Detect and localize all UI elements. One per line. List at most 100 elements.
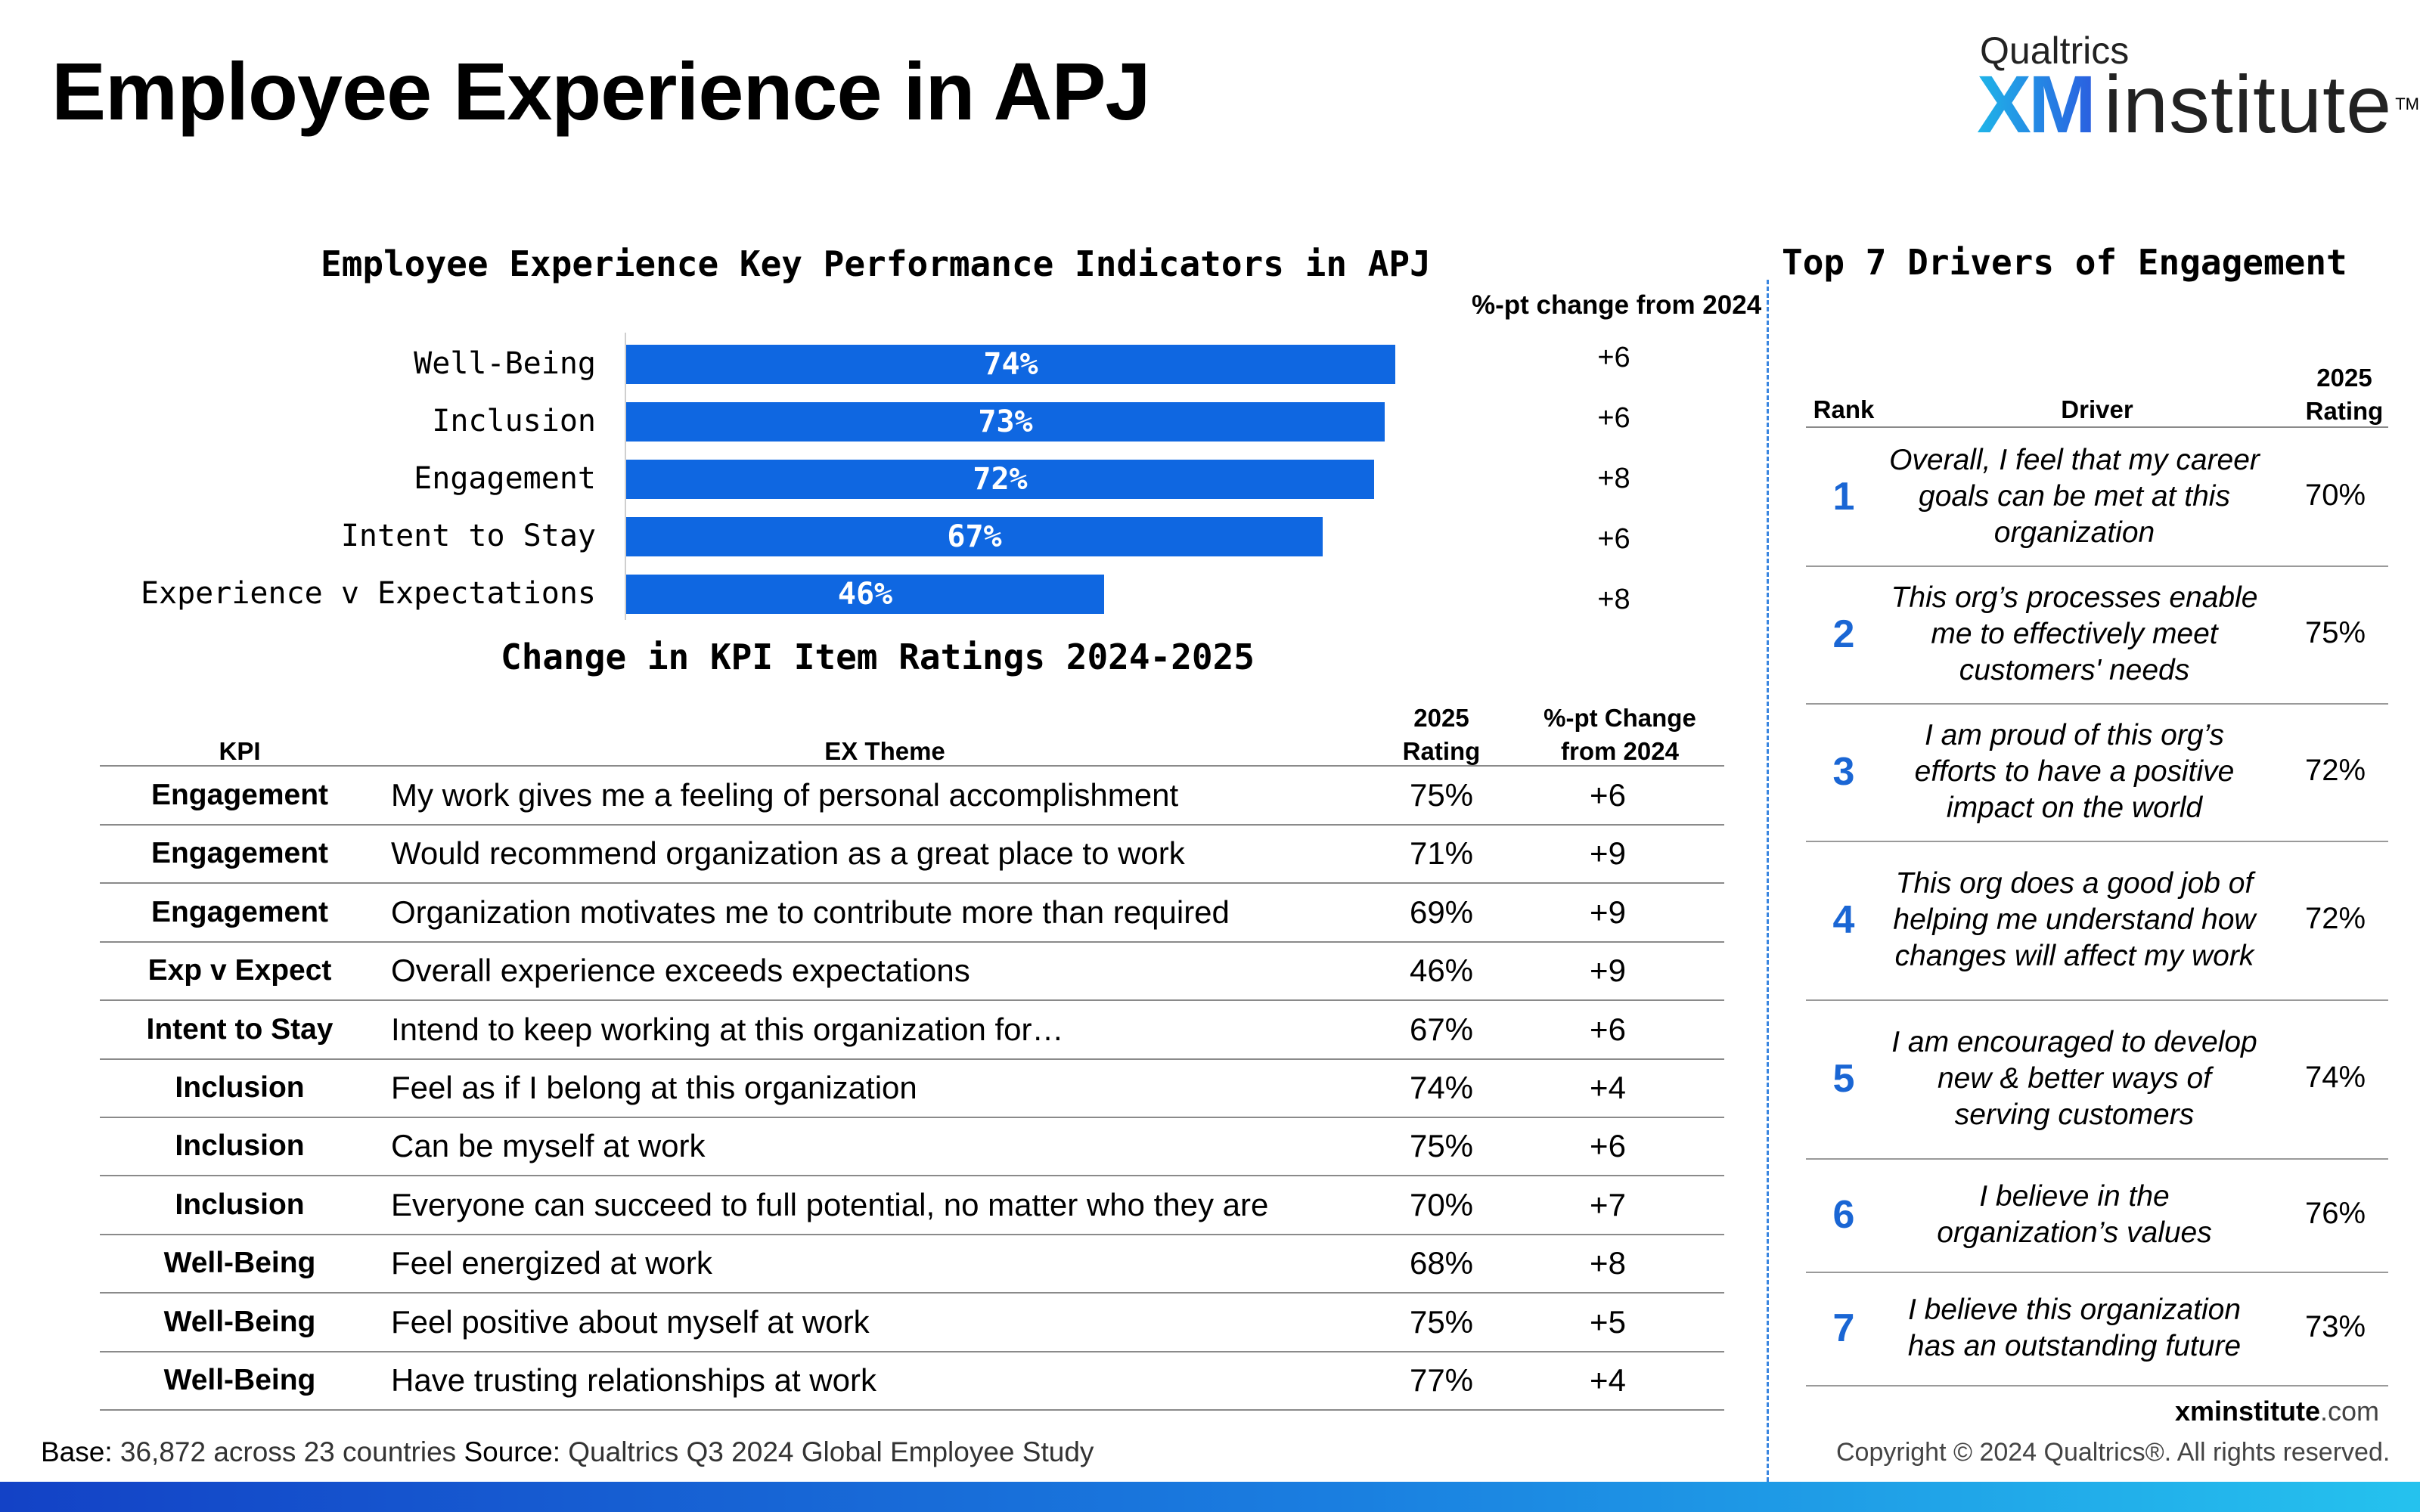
table-row: Engagement Would recommend organization a… (100, 825, 1724, 884)
rating-cell: 71% (1409, 835, 1474, 871)
driver-row: 6 I believe in the organization’s values 7… (1806, 1158, 2388, 1273)
driver-text: I believe in the organization’s values (1937, 1180, 2212, 1249)
kpi-bar: 67% (626, 517, 1323, 556)
drivers-title: Top 7 Drivers of Engagement (1782, 242, 2347, 283)
table-row: Well-Being Have trusting relationships at… (100, 1352, 1724, 1411)
driver-rating: 72% (2304, 902, 2366, 935)
theme-cell: Can be myself at work (391, 1128, 706, 1163)
kpi-bar-label: Experience v Expectations (140, 576, 596, 611)
theme-cell: My work gives me a feeling of personal a… (391, 777, 1179, 813)
bottom-brand-bar (0, 1482, 2420, 1512)
driver-rank: 6 (1832, 1193, 1855, 1237)
table-row: Well-Being Feel energized at work 68% +8 (100, 1235, 1724, 1294)
kpi-bar-value-label: 73% (978, 404, 1033, 439)
rating-cell: 75% (1409, 1128, 1474, 1163)
change-col-header-l2: from 2024 (1561, 737, 1679, 765)
driver-rating: 73% (2304, 1310, 2366, 1343)
kpi-bar: 73% (626, 402, 1385, 442)
theme-cell: Have trusting relationships at work (391, 1362, 876, 1398)
change-cell: +5 (1590, 1304, 1626, 1340)
site-link[interactable]: xminstitute.com (2175, 1396, 2379, 1427)
kpi-cell: Well-Being (163, 1306, 316, 1338)
page-title: Employee Experience in APJ (51, 45, 1151, 137)
copyright: Copyright © 2024 Qualtrics®. All rights … (1836, 1438, 2391, 1467)
kpi-chart-title: Employee Experience Key Performance Indi… (321, 243, 1431, 284)
theme-cell: Intend to keep working at this organizat… (391, 1012, 1064, 1047)
driver-row: 1 Overall, I feel that my career goals ca… (1806, 428, 2388, 567)
driver-rating: 72% (2304, 754, 2366, 787)
theme-cell: Feel as if I belong at this organization (391, 1070, 917, 1105)
kpi-change-value: +6 (1597, 402, 1630, 434)
change-cell: +6 (1590, 1128, 1626, 1163)
rating-cell: 70% (1409, 1187, 1474, 1222)
kpi-bar-value-label: 67% (947, 519, 1002, 554)
driver-text: I believe this organization has an outst… (1907, 1294, 2242, 1362)
rating-cell: 74% (1409, 1070, 1474, 1105)
base-source-note: Base: 36,872 across 23 countries Source:… (41, 1436, 1094, 1468)
kpi-bar-value-label: 46% (837, 577, 893, 612)
rating-cell: 67% (1409, 1012, 1474, 1047)
driver-rating-col-header: 2025 Rating (2291, 361, 2397, 428)
drivers-header-rule (1806, 426, 2388, 428)
table-row: Inclusion Feel as if I belong at this org… (100, 1059, 1724, 1118)
rating-col-header: 2025 Rating (1396, 702, 1487, 768)
driver-rating: 70% (2304, 479, 2366, 512)
rating-cell: 68% (1409, 1245, 1474, 1281)
change-cell: +4 (1590, 1070, 1626, 1105)
theme-cell: Everyone can succeed to full potential, … (391, 1187, 1269, 1222)
kpi-cell: Well-Being (163, 1247, 316, 1279)
logo-tm: TM (2395, 94, 2419, 113)
logo-xm: XM (1977, 58, 2096, 150)
driver-rank: 1 (1832, 475, 1855, 519)
site-rest: .com (2320, 1396, 2380, 1427)
change-cell: +6 (1590, 777, 1626, 813)
driver-row: 3 I am proud of this org’s efforts to hav… (1806, 703, 2388, 842)
source-text: Qualtrics Q3 2024 Global Employee Study (560, 1436, 1094, 1467)
driver-rank: 3 (1832, 750, 1855, 794)
change-cell: +9 (1590, 894, 1626, 930)
driver-rank: 2 (1832, 612, 1855, 656)
driver-rank: 7 (1832, 1306, 1855, 1350)
kpi-chart-axis (625, 333, 626, 620)
driver-rating-header-l2: Rating (2305, 397, 2384, 425)
driver-text: This org’s processes enable me to effect… (1891, 581, 2258, 686)
table-row: Intent to Stay Intend to keep working at … (100, 1001, 1724, 1060)
kpi-cell: Well-Being (163, 1364, 316, 1396)
kpi-cell: Intent to Stay (146, 1013, 334, 1046)
kpi-cell: Inclusion (175, 1071, 305, 1104)
driver-text: I am proud of this org’s efforts to have… (1914, 719, 2235, 824)
kpi-bar: 74% (626, 345, 1395, 384)
change-cell: +6 (1590, 1012, 1626, 1047)
kpi-bar-label: Intent to Stay (340, 519, 596, 553)
kpi-cell: Inclusion (175, 1188, 305, 1221)
change-col-header: %-pt Change from 2024 (1537, 702, 1703, 768)
driver-text: Overall, I feel that my career goals can… (1889, 444, 2260, 549)
kpi-table-title: Change in KPI Item Ratings 2024-2025 (501, 637, 1255, 677)
theme-cell: Would recommend organization as a great … (391, 835, 1185, 871)
kpi-table-header-rule (100, 765, 1724, 767)
kpi-change-header: %-pt change from 2024 (1472, 290, 1762, 320)
change-cell: +7 (1590, 1187, 1626, 1222)
driver-row: 7 I believe this organization has an outs… (1806, 1272, 2388, 1387)
change-cell: +9 (1590, 953, 1626, 988)
kpi-change-value: +6 (1597, 342, 1630, 373)
theme-cell: Overall experience exceeds expectations (391, 953, 970, 988)
driver-rank: 5 (1832, 1057, 1855, 1101)
base-label: Base: (41, 1436, 113, 1467)
rank-col-header: Rank (1813, 395, 1875, 423)
kpi-cell: Exp v Expect (147, 954, 332, 987)
site-bold: xminstitute (2175, 1396, 2321, 1427)
logo-institute: institute (2104, 58, 2393, 150)
driver-row: 4 This org does a good job of helping me … (1806, 841, 2388, 1001)
theme-cell: Feel energized at work (391, 1245, 712, 1281)
kpi-col-header: KPI (219, 737, 261, 765)
rating-cell: 77% (1409, 1362, 1474, 1398)
table-row: Engagement Organization motivates me to c… (100, 884, 1724, 943)
driver-rating-header-l1: 2025 (2316, 364, 2372, 392)
driver-text: This org does a good job of helping me u… (1893, 867, 2256, 972)
rating-cell: 46% (1409, 953, 1474, 988)
kpi-cell: Engagement (150, 837, 329, 869)
rating-cell: 69% (1409, 894, 1474, 930)
rating-cell: 75% (1409, 1304, 1474, 1340)
change-cell: +4 (1590, 1362, 1626, 1398)
